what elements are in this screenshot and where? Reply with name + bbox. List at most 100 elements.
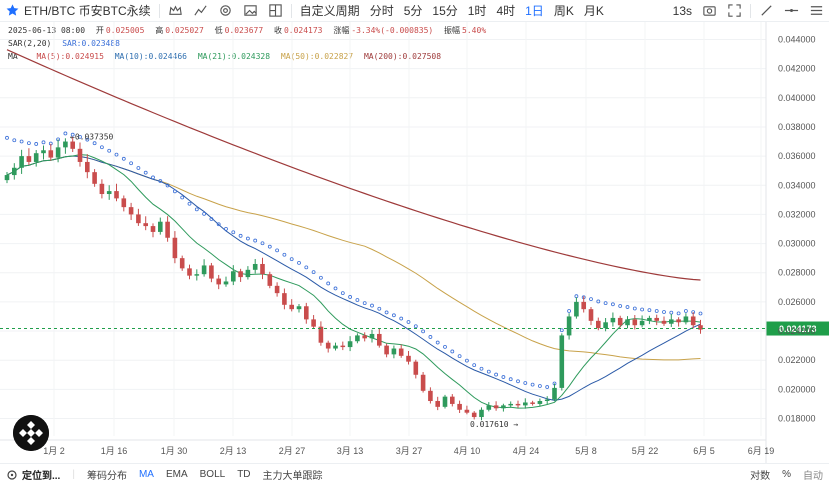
candle-body <box>252 263 258 270</box>
symbol-label[interactable]: ETH/BTC 币安BTC永续 <box>24 4 151 18</box>
percent-scale-toggle[interactable]: % <box>782 469 791 480</box>
log-scale-toggle[interactable]: 对数 <box>750 471 771 482</box>
brand-logo[interactable] <box>13 415 49 451</box>
ema-toggle[interactable]: EMA <box>165 469 188 480</box>
sar-dot <box>421 329 426 334</box>
candle-body <box>201 265 207 275</box>
sar-dot <box>596 299 601 304</box>
auto-scale-toggle[interactable]: 自动 <box>803 471 823 482</box>
crown-button[interactable] <box>163 0 188 22</box>
period-1h[interactable]: 1时 <box>467 4 487 18</box>
x-tick-label: 4月 24 <box>513 446 540 456</box>
draw-line-button[interactable] <box>754 0 779 22</box>
candle-body <box>362 335 367 339</box>
candle-body <box>515 403 521 406</box>
chip-distribution[interactable]: 筹码分布 <box>86 471 127 482</box>
axes: 0.044000 0.042000 0.040000 0.038000 0.036000… <box>0 22 816 463</box>
period-15m[interactable]: 15分 <box>432 4 458 18</box>
period-4h[interactable]: 4时 <box>496 4 516 18</box>
sar-dot <box>209 217 214 221</box>
candle-body <box>179 258 185 269</box>
sar-dot <box>545 385 550 389</box>
sar-dot <box>5 135 9 140</box>
symbol-selector[interactable]: ETH/BTC 币安BTC永续 <box>0 0 156 22</box>
period-1m[interactable]: 分时 <box>369 4 394 18</box>
sar-dot <box>202 211 207 216</box>
locate-label[interactable]: 定位到... <box>22 471 61 482</box>
sar-dot <box>618 304 623 308</box>
period-1d[interactable]: 1日 <box>525 4 544 18</box>
candle-body <box>479 409 484 418</box>
ma50-path <box>6 155 701 361</box>
period-5m[interactable]: 5分 <box>403 4 423 18</box>
indicator-button[interactable] <box>188 0 213 22</box>
layout-button[interactable] <box>263 0 288 22</box>
candle-body <box>33 153 39 162</box>
sar-value: SAR:0.023488 <box>62 39 120 48</box>
candle-body <box>617 317 623 326</box>
y-tick-label: 0.038000 <box>778 122 816 132</box>
candle-body <box>318 326 324 343</box>
sar-dot <box>589 297 593 302</box>
toolbar-divider <box>158 3 160 18</box>
candle-body <box>669 319 674 324</box>
candle-body <box>471 412 477 418</box>
sar-dot <box>282 252 287 257</box>
open-label: 开 <box>95 26 104 35</box>
candle-body <box>435 401 440 407</box>
sar-name[interactable]: SAR(2,20) <box>8 39 52 48</box>
locate-button[interactable]: 定位到... <box>0 467 66 482</box>
period-week[interactable]: 周K <box>553 4 574 18</box>
horizontal-line-button[interactable] <box>779 0 804 22</box>
sar-dot <box>443 344 447 349</box>
sar-dot <box>297 260 301 265</box>
td-toggle[interactable]: TD <box>237 469 251 480</box>
sar-dot <box>494 372 499 377</box>
x-tick-label: 3月 13 <box>337 446 364 456</box>
sar-dot <box>516 379 520 384</box>
sar-dot <box>603 301 608 306</box>
sar-dot <box>267 244 272 249</box>
sar-dot <box>41 140 46 145</box>
close-label: 收 <box>273 26 282 35</box>
ma-name[interactable]: MA <box>8 52 18 61</box>
boll-toggle[interactable]: BOLL <box>199 469 226 480</box>
sar-dot <box>523 381 528 385</box>
candle-body <box>501 405 506 409</box>
sar-dot <box>413 324 418 329</box>
sar-dot <box>253 238 258 243</box>
candle-body <box>508 403 513 406</box>
candle-body <box>304 306 309 320</box>
menu-button[interactable] <box>804 0 829 22</box>
fullscreen-button[interactable] <box>722 0 747 22</box>
star-icon[interactable] <box>5 3 20 18</box>
image-button[interactable] <box>238 0 263 22</box>
big-order-tracking[interactable]: 主力大单跟踪 <box>262 471 323 482</box>
candle-body <box>77 148 83 162</box>
low-annotation: 0.017610 → <box>470 420 518 429</box>
ma-toggle[interactable]: MA <box>138 469 154 480</box>
sar-dot <box>457 354 462 359</box>
candle-body <box>267 274 273 286</box>
low-value: 0.023677 <box>224 26 264 35</box>
candle-body <box>63 141 68 148</box>
x-tick-label: 4月 10 <box>454 446 481 456</box>
camera-button[interactable] <box>697 0 722 22</box>
sar-dot <box>340 291 345 296</box>
sar-dot <box>348 295 353 299</box>
period-month[interactable]: 月K <box>583 4 604 18</box>
sar-dot <box>136 166 141 170</box>
sar-dot <box>435 340 440 345</box>
candle-body <box>106 191 112 195</box>
settings-button[interactable] <box>213 0 238 22</box>
refresh-interval[interactable]: 13s <box>672 3 692 18</box>
candle-body <box>690 316 696 326</box>
custom-period-button[interactable]: 自定义周期 <box>299 4 360 18</box>
sar-dot <box>684 309 688 313</box>
ma10-line <box>6 154 701 409</box>
candle-body <box>654 317 659 321</box>
sar-dot <box>355 298 360 302</box>
sar-dot <box>669 310 674 315</box>
y-tick-label: 0.040000 <box>778 93 816 103</box>
